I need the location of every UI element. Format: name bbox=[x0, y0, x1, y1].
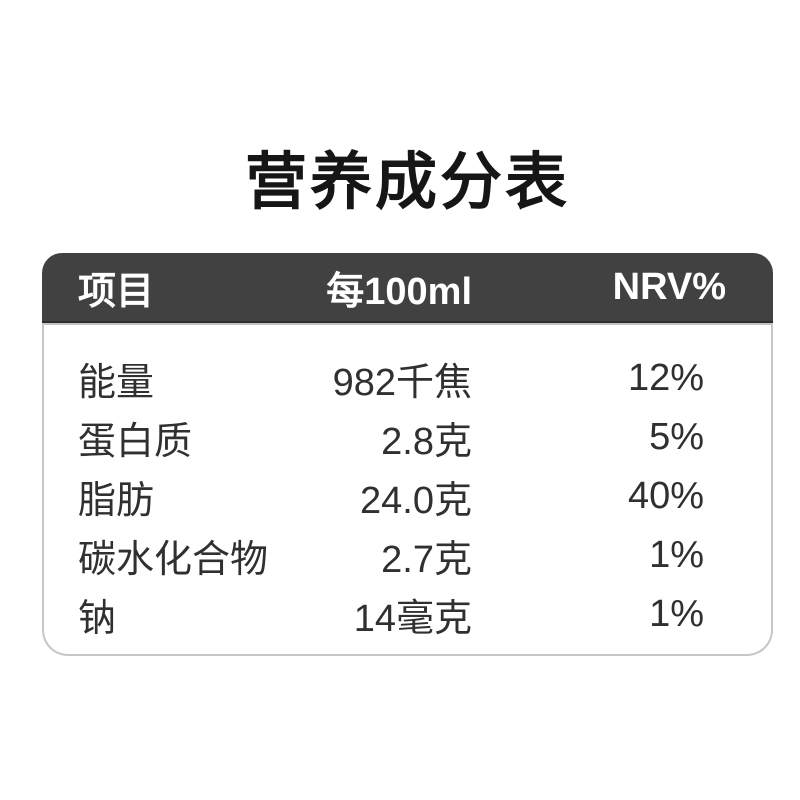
header-cell-nrv-percent: NRV% bbox=[612, 265, 726, 308]
table-row-sodium: 钠 14毫克 1% bbox=[44, 585, 771, 644]
header-cell-per-100ml: 每100ml bbox=[326, 270, 472, 313]
row-amount: 14毫克 bbox=[353, 598, 472, 640]
row-nrv: 1% bbox=[649, 534, 704, 576]
row-amount: 982千焦 bbox=[332, 362, 472, 404]
row-label: 脂肪 bbox=[78, 480, 155, 522]
table-row-energy: 能量 982千焦 12% bbox=[44, 349, 771, 408]
row-amount: 2.7克 bbox=[381, 539, 472, 581]
row-nrv: 1% bbox=[649, 593, 704, 635]
row-amount: 24.0克 bbox=[360, 480, 472, 522]
row-amount: 2.8克 bbox=[381, 421, 472, 463]
table-body: 能量 982千焦 12% 蛋白质 2.8克 5% 脂肪 24.0克 40% 碳水… bbox=[42, 323, 773, 656]
header-cell-item: 项目 bbox=[78, 270, 155, 313]
table-row-protein: 蛋白质 2.8克 5% bbox=[44, 408, 771, 467]
row-label: 碳水化合物 bbox=[78, 539, 269, 581]
row-label: 能量 bbox=[78, 362, 155, 404]
row-nrv: 5% bbox=[649, 416, 704, 458]
page-title: 营养成分表 bbox=[244, 148, 570, 217]
row-nrv: 40% bbox=[627, 475, 704, 517]
table-header-row: 项目 每100ml NRV% bbox=[42, 253, 773, 323]
table-row-fat: 脂肪 24.0克 40% bbox=[44, 467, 771, 526]
nutrition-table: 项目 每100ml NRV% 能量 982千焦 12% 蛋白质 2.8克 5% … bbox=[42, 253, 773, 656]
row-label: 蛋白质 bbox=[78, 421, 193, 463]
row-nrv: 12% bbox=[627, 357, 704, 399]
row-label: 钠 bbox=[78, 598, 117, 640]
table-row-carbohydrate: 碳水化合物 2.7克 1% bbox=[44, 526, 771, 585]
